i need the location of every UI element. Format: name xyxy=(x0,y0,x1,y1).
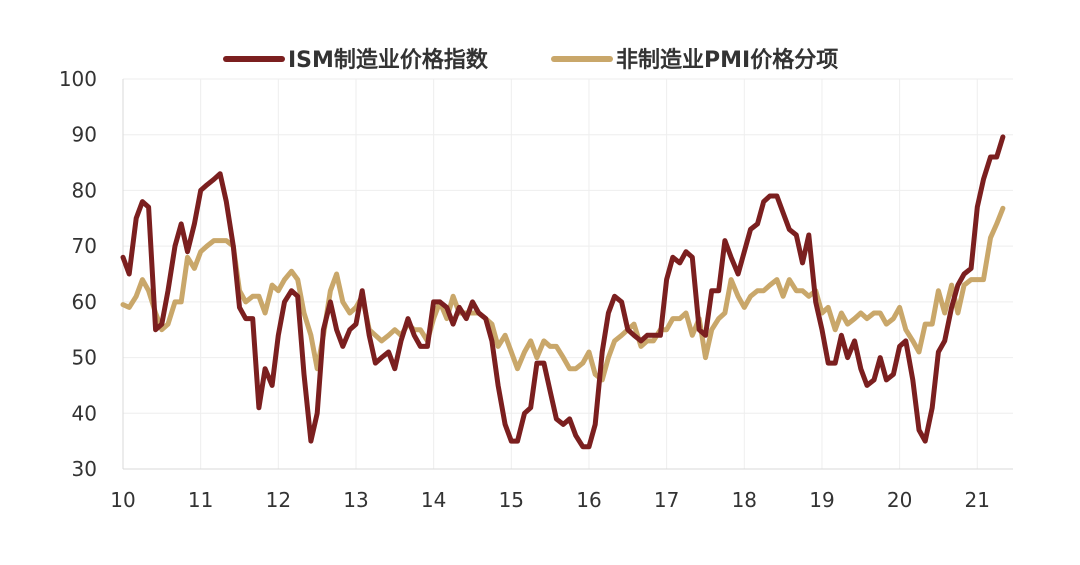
x-tick-label: 21 xyxy=(965,488,990,512)
y-tick-label: 50 xyxy=(72,346,97,370)
x-tick-label: 18 xyxy=(732,488,757,512)
x-axis: 10 11 12 13 14 15 16 17 18 19 20 21 xyxy=(110,468,1013,512)
x-tick-label: 13 xyxy=(343,488,368,512)
x-tick-label: 17 xyxy=(654,488,679,512)
y-tick-label: 30 xyxy=(72,457,97,481)
x-tick-label: 19 xyxy=(809,488,834,512)
y-axis: 30 40 50 60 70 80 90 100 xyxy=(59,67,124,481)
legend-label-ism: ISM制造业价格指数 xyxy=(288,47,489,73)
x-tick-label: 11 xyxy=(188,488,213,512)
y-tick-label: 60 xyxy=(72,290,97,314)
legend-label-nonmfg-pmi: 非制造业PMI价格分项 xyxy=(616,47,838,73)
ism-price-index-line xyxy=(120,134,1006,450)
y-tick-label: 90 xyxy=(72,123,97,147)
nonmfg-pmi-price-line xyxy=(120,205,1006,383)
y-tick-label: 70 xyxy=(72,234,97,258)
legend-item-nonmfg-pmi: 非制造业PMI价格分项 xyxy=(551,47,838,73)
grid-lines xyxy=(123,78,1013,469)
series-lines xyxy=(120,134,1006,450)
x-tick-label: 20 xyxy=(887,488,912,512)
x-tick-label: 10 xyxy=(110,488,135,512)
x-tick-label: 16 xyxy=(576,488,601,512)
x-tick-label: 14 xyxy=(421,488,446,512)
x-tick-label: 15 xyxy=(499,488,524,512)
y-tick-label: 80 xyxy=(72,178,97,202)
x-tick-label: 12 xyxy=(266,488,291,512)
y-tick-label: 40 xyxy=(72,401,97,425)
y-tick-label: 100 xyxy=(59,67,97,91)
chart-legend: ISM制造业价格指数 非制造业PMI价格分项 xyxy=(223,47,838,73)
legend-item-ism: ISM制造业价格指数 xyxy=(223,47,489,73)
